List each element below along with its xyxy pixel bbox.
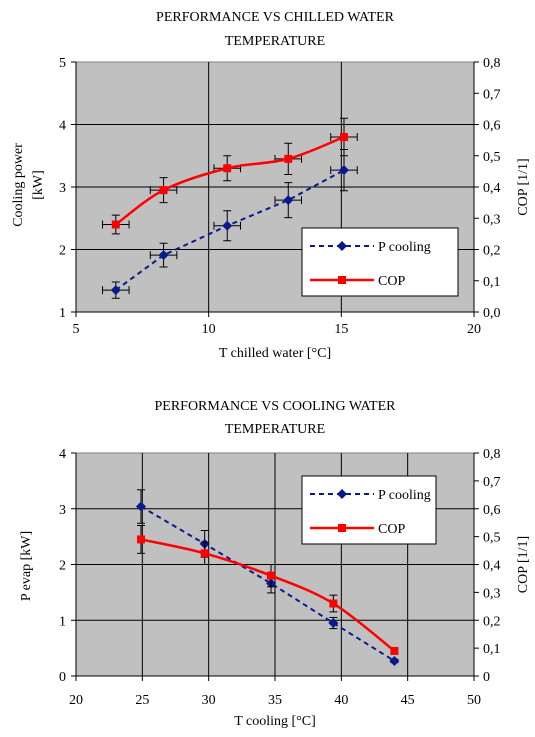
- y-tick-label: 1: [59, 306, 66, 321]
- data-point: [137, 535, 146, 544]
- data-point: [284, 154, 293, 163]
- data-point: [329, 599, 338, 608]
- legend-swatch-marker: [337, 241, 347, 251]
- data-point: [338, 165, 349, 176]
- x-tick-label: 45: [401, 693, 415, 708]
- legend-entry: P cooling: [378, 488, 431, 503]
- x-tick-label: 20: [69, 693, 83, 708]
- y-tick-label: 4: [59, 447, 66, 462]
- legend-entry: P cooling: [378, 240, 431, 255]
- y2-tick-label: 0,3: [483, 212, 501, 227]
- y2-axis-label: COP [1/1]: [516, 536, 531, 593]
- y-axis-label: [kW]: [31, 170, 46, 200]
- data-point: [267, 571, 276, 580]
- y-tick-label: 4: [59, 119, 66, 134]
- y2-tick-label: 0,4: [483, 181, 501, 196]
- y2-tick-label: 0,8: [483, 56, 501, 71]
- y-tick-label: 1: [59, 614, 66, 629]
- data-point: [222, 220, 233, 231]
- x-tick-label: 10: [202, 322, 216, 337]
- chart-title: PERFORMANCE VS CHILLED WATER: [156, 10, 395, 25]
- chart-title: TEMPERATURE: [225, 34, 325, 49]
- legend-swatch-marker: [338, 276, 346, 284]
- x-tick-label: 30: [202, 693, 216, 708]
- y2-tick-label: 0: [483, 670, 490, 685]
- y2-tick-label: 0,4: [483, 559, 501, 574]
- y2-tick-label: 0,3: [483, 586, 501, 601]
- x-tick-label: 20: [467, 322, 481, 337]
- legend-box: [301, 475, 437, 545]
- x-tick-label: 25: [135, 693, 149, 708]
- x-tick-label: 50: [467, 693, 481, 708]
- y2-tick-label: 0,7: [483, 475, 501, 490]
- data-point: [111, 220, 120, 229]
- y2-tick-label: 0,6: [483, 119, 501, 134]
- y2-tick-label: 0,6: [483, 503, 501, 518]
- y2-tick-label: 0,1: [483, 642, 501, 657]
- x-tick-label: 15: [334, 322, 348, 337]
- x-tick-label: 5: [73, 322, 80, 337]
- data-point: [339, 133, 348, 141]
- y2-axis-label: COP [1/1]: [516, 158, 531, 215]
- legend-swatch-marker: [337, 489, 347, 499]
- data-point: [328, 618, 339, 629]
- y-axis-label: P evap [kW]: [19, 531, 34, 601]
- data-point: [158, 250, 169, 261]
- y2-tick-label: 0,5: [483, 531, 501, 546]
- x-tick-label: 40: [334, 693, 348, 708]
- x-axis-label: T chilled water [°C]: [219, 346, 331, 361]
- y-tick-label: 0: [59, 670, 66, 685]
- data-point: [136, 501, 147, 512]
- data-point: [283, 195, 294, 206]
- series-line: [140, 505, 395, 662]
- y2-tick-label: 0,2: [483, 244, 501, 259]
- legend-swatch-marker: [338, 524, 346, 532]
- chart-title: PERFORMANCE VS COOLING WATER: [154, 399, 396, 414]
- x-axis-label: T cooling [°C]: [234, 714, 316, 729]
- y2-tick-label: 0,5: [483, 150, 501, 165]
- legend-box: [301, 227, 459, 297]
- x-tick-label: 35: [268, 693, 282, 708]
- data-point: [200, 549, 209, 558]
- data-point: [159, 186, 168, 195]
- data-point: [390, 646, 399, 655]
- y-tick-label: 3: [59, 503, 66, 518]
- y-tick-label: 2: [59, 244, 66, 259]
- data-point: [223, 164, 232, 173]
- data-point: [389, 655, 400, 666]
- y2-tick-label: 0,7: [483, 87, 501, 102]
- legend-entry: COP: [378, 522, 405, 537]
- y2-tick-label: 0,0: [483, 306, 501, 321]
- y2-tick-label: 0,2: [483, 614, 501, 629]
- y-tick-label: 3: [59, 181, 66, 196]
- y-tick-label: 2: [59, 559, 66, 574]
- y2-tick-label: 0,1: [483, 275, 501, 290]
- y-tick-label: 5: [59, 56, 66, 71]
- y-axis-label: Cooling power: [11, 143, 26, 227]
- legend-entry: COP: [378, 274, 405, 289]
- y2-tick-label: 0,8: [483, 447, 501, 462]
- data-point: [110, 285, 121, 296]
- chart-title: TEMPERATURE: [225, 422, 325, 437]
